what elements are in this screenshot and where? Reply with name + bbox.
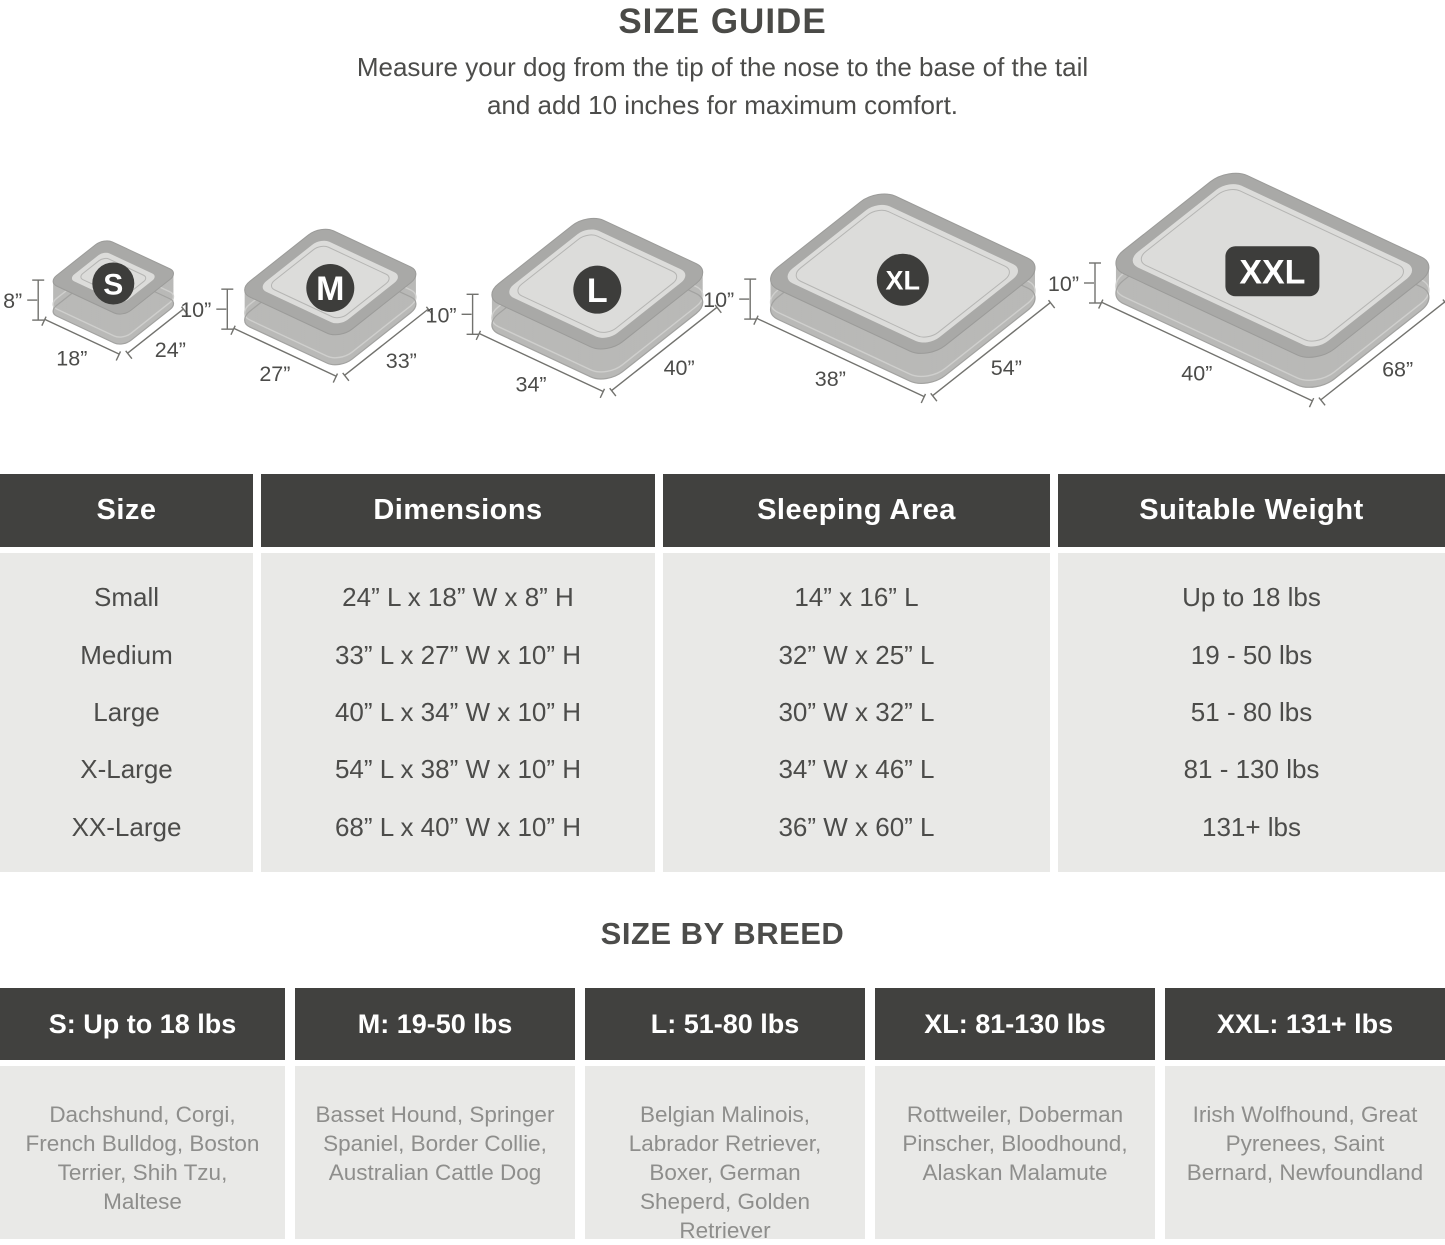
size-cell-r2-c3: 51 - 80 lbs bbox=[1190, 697, 1313, 728]
bed-cushion-seam bbox=[790, 207, 1016, 341]
size-cell-r0-c0: Small bbox=[93, 582, 159, 613]
bed-cushion-seam bbox=[1135, 186, 1410, 345]
subtitle-line-2: and add 10 inches for maximum comfort. bbox=[486, 90, 959, 120]
size-table-header-sleeping-area: Sleeping Area bbox=[663, 474, 1050, 547]
bed-badge-label: L bbox=[587, 272, 608, 310]
size-cell-r0-c3: Up to 18 lbs bbox=[1182, 582, 1321, 613]
breed-cell-s: Dachshund, Corgi, French Bulldog, Boston… bbox=[0, 1066, 285, 1239]
breed-header-s: S: Up to 18 lbs bbox=[0, 988, 285, 1060]
size-table-header-size: Size bbox=[0, 474, 253, 547]
page-title: SIZE GUIDE bbox=[618, 2, 827, 41]
dimension-label: 24” bbox=[155, 338, 186, 362]
bed-size-badge bbox=[876, 253, 929, 306]
breed-header-l: L: 51-80 lbs bbox=[585, 988, 865, 1060]
bed-illustration-M: M 10” 27” 33” bbox=[180, 225, 434, 386]
breed-header-m: M: 19-50 lbs bbox=[295, 988, 575, 1060]
size-cell-r4-c0: XX-Large bbox=[71, 811, 182, 842]
dimension-label: 27” bbox=[259, 362, 290, 386]
dimension-lines bbox=[1084, 262, 1445, 408]
size-cell-r3-c2: 34” W x 46” L bbox=[778, 754, 935, 785]
bed-badge-label: S bbox=[103, 268, 123, 301]
dimension-label: 68” bbox=[1382, 358, 1413, 382]
size-cell-r1-c2: 32” W x 25” L bbox=[778, 639, 935, 670]
dimension-label: 10” bbox=[180, 298, 211, 322]
bed-cushion-seam bbox=[512, 232, 682, 336]
size-table-column-sleeping-area: 14” x 16” L 32” W x 25” L 30” W x 32” L 34”… bbox=[663, 553, 1050, 872]
size-table-column-dimensions: 24” L x 18” W x 8” H 33” L x 27” W x 10” … bbox=[261, 553, 655, 872]
bed-size-badge bbox=[1225, 246, 1320, 297]
dimension-lines bbox=[739, 278, 1056, 404]
breed-list-xxl: Irish Wolfhound, Great Pyrenees, Saint B… bbox=[1186, 1102, 1424, 1185]
size-cell-r4-c2: 36” W x 60” L bbox=[778, 811, 935, 842]
size-table-column-size: Small Medium Large X-Large XX-Large bbox=[0, 553, 253, 872]
size-cell-r0-c1: 24” L x 18” W x 8” H bbox=[342, 582, 574, 613]
subtitle-line-1: Measure your dog from the tip of the nos… bbox=[356, 52, 1089, 82]
bed-illustration-L: L 10” 34” 40” bbox=[426, 213, 722, 399]
size-cell-r4-c3: 131+ lbs bbox=[1201, 811, 1302, 842]
breed-list-l: Belgian Malinois, Labrador Retriever, Bo… bbox=[628, 1102, 822, 1243]
breed-cell-xxl: Irish Wolfhound, Great Pyrenees, Saint B… bbox=[1165, 1066, 1445, 1239]
bed-size-diagrams: S 8” 18” 24” M 10” 27” 33” L 10” 34” 40” XL 10” 38” 54”… bbox=[3, 148, 1445, 408]
dimension-label: 54” bbox=[991, 356, 1022, 380]
bed-illustration-S: S 8” 18” 24” bbox=[3, 238, 189, 370]
bed-size-badge bbox=[306, 264, 355, 312]
breed-list-xl: Rottweiler, Doberman Pinscher, Bloodhoun… bbox=[902, 1102, 1128, 1185]
bed-illustration-XL: XL 10” 38” 54” bbox=[703, 188, 1056, 404]
size-cell-r2-c2: 30” W x 32” L bbox=[778, 697, 935, 728]
dimension-label: 10” bbox=[1048, 272, 1079, 296]
bed-badge-label: XXL bbox=[1239, 254, 1305, 292]
size-cell-r2-c0: Large bbox=[93, 697, 160, 728]
size-table-header-suitable-weight: Suitable Weight bbox=[1058, 474, 1445, 547]
breed-list-m: Basset Hound, Springer Spaniel, Border C… bbox=[315, 1102, 555, 1185]
breed-cell-xl: Rottweiler, Doberman Pinscher, Bloodhoun… bbox=[875, 1066, 1155, 1239]
dimension-label: 18” bbox=[56, 346, 87, 370]
bed-badge-label: XL bbox=[886, 265, 921, 295]
size-cell-r2-c1: 40” L x 34” W x 10” H bbox=[334, 697, 582, 728]
size-cell-r3-c0: X-Large bbox=[80, 754, 173, 785]
dimension-label: 10” bbox=[426, 303, 457, 327]
size-table: Size Dimensions Sleeping Area Suitable W… bbox=[0, 474, 1445, 872]
dimension-label: 10” bbox=[703, 288, 734, 312]
breed-cell-l: Belgian Malinois, Labrador Retriever, Bo… bbox=[585, 1066, 865, 1243]
size-table-header-dimensions: Dimensions bbox=[261, 474, 655, 547]
bed-cushion-seam bbox=[267, 244, 393, 321]
size-cell-r3-c1: 54” L x 38” W x 10” H bbox=[334, 754, 582, 785]
dimension-lines bbox=[216, 288, 434, 383]
breed-section-title: SIZE BY BREED bbox=[600, 916, 845, 951]
dimension-label: 33” bbox=[386, 349, 417, 373]
size-cell-r0-c2: 14” x 16” L bbox=[794, 582, 919, 613]
breed-header-xxl: XXL: 131+ lbs bbox=[1165, 988, 1445, 1060]
bed-size-badge bbox=[92, 262, 135, 305]
bed-size-badge bbox=[573, 265, 622, 314]
dimension-label: 8” bbox=[3, 289, 22, 313]
breed-header-xl: XL: 81-130 lbs bbox=[875, 988, 1155, 1060]
size-cell-r1-c1: 33” L x 27” W x 10” H bbox=[334, 639, 582, 670]
dimension-label: 34” bbox=[516, 372, 547, 396]
size-cell-r1-c3: 19 - 50 lbs bbox=[1190, 639, 1313, 670]
dimension-label: 40” bbox=[1181, 361, 1212, 385]
size-table-column-suitable-weight: Up to 18 lbs 19 - 50 lbs 51 - 80 lbs 81 - 1… bbox=[1058, 553, 1445, 872]
bed-illustration-XXL: XXL 10” 40” 68” bbox=[1048, 167, 1445, 408]
breed-cell-m: Basset Hound, Springer Spaniel, Border C… bbox=[295, 1066, 575, 1239]
size-cell-r1-c0: Medium bbox=[80, 639, 173, 670]
page-subtitle: Measure your dog from the tip of the nos… bbox=[0, 48, 1445, 124]
size-cell-r4-c1: 68” L x 40” W x 10” H bbox=[334, 811, 582, 842]
breed-table: S: Up to 18 lbs M: 19-50 lbs L: 51-80 lb… bbox=[0, 988, 1445, 1243]
dimension-label: 38” bbox=[815, 367, 846, 391]
dimension-lines bbox=[27, 279, 189, 361]
bed-badge-label: M bbox=[316, 270, 344, 308]
breed-list-s: Dachshund, Corgi, French Bulldog, Boston… bbox=[25, 1102, 260, 1214]
dimension-lines bbox=[461, 293, 722, 399]
size-cell-r3-c3: 81 - 130 lbs bbox=[1183, 754, 1320, 785]
dimension-label: 40” bbox=[664, 356, 695, 380]
